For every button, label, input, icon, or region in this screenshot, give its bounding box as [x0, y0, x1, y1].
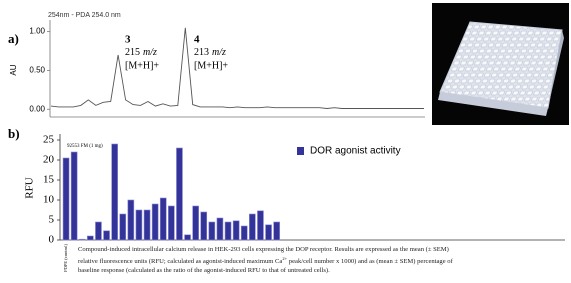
peak-ion: [M+H]+	[194, 60, 228, 71]
y-tick-label: 20	[43, 154, 55, 166]
bar	[225, 222, 231, 240]
bar	[104, 231, 110, 240]
chart-title: 254nm - PDA 254.0 nm	[48, 12, 121, 19]
caption-text: peak/cell number x 1000) and as (mean ± …	[287, 258, 453, 265]
bar	[71, 152, 77, 240]
bar	[63, 158, 69, 240]
plate-photo	[432, 3, 569, 125]
bar	[185, 235, 191, 240]
bar	[152, 204, 158, 240]
bar	[257, 211, 263, 240]
panel-label: a)	[8, 31, 19, 46]
legend-swatch	[297, 147, 304, 155]
figure: a) b) 254nm - PDA 254.0 nm AU RFU 92553 …	[0, 0, 571, 283]
bar	[112, 144, 118, 240]
y-tick-label: 10	[43, 194, 55, 206]
y-tick-label: 25	[43, 134, 55, 146]
bar	[95, 222, 101, 240]
bar	[87, 236, 93, 240]
y-tick-label: 0.00	[29, 104, 45, 113]
x-tick-label: PDPE (control)	[63, 244, 68, 272]
bar	[217, 218, 223, 240]
figure-art: a) b) 254nm - PDA 254.0 nm AU RFU 92553 …	[0, 0, 571, 283]
bar	[79, 239, 85, 240]
y-tick-label: 0	[49, 234, 55, 246]
peak-number: 3	[125, 34, 131, 46]
bar	[160, 198, 166, 240]
trace	[51, 28, 424, 109]
y-axis-label: RFU	[24, 177, 36, 198]
bar	[274, 222, 280, 240]
bar	[233, 221, 239, 240]
caption-line: relative fluorescence units (RFU; calcul…	[78, 254, 570, 266]
panel-label: b)	[8, 126, 20, 141]
bar	[168, 206, 174, 240]
bar	[201, 212, 207, 240]
y-tick-label: 5	[49, 214, 55, 226]
caption: Compound-induced intracellular calcium r…	[78, 245, 570, 275]
mass-unit: m/z	[143, 47, 157, 58]
bar	[209, 222, 215, 240]
bar	[266, 225, 272, 240]
y-tick-label: 15	[43, 174, 55, 186]
bar	[193, 206, 199, 240]
bar	[249, 214, 255, 240]
y-tick-label: 0.50	[29, 66, 45, 75]
y-axis-label: AU	[9, 64, 18, 75]
bar	[241, 226, 247, 240]
bar	[144, 210, 150, 240]
caption-text: relative fluorescence units (RFU; calcul…	[78, 258, 282, 265]
legend-label: DOR agonist activity	[310, 146, 401, 157]
bar	[120, 214, 126, 240]
mass-unit: m/z	[212, 47, 226, 58]
caption-line: Compound-induced intracellular calcium r…	[78, 245, 570, 254]
annotation: 92553 FM (1 mg)	[67, 144, 103, 149]
bar	[176, 148, 182, 240]
mass-value: 215	[125, 47, 140, 58]
peak-number: 4	[194, 34, 200, 46]
peak-ion: [M+H]+	[125, 60, 159, 71]
mass-value: 213	[194, 47, 209, 58]
y-tick-label: 1.00	[29, 27, 45, 36]
bar	[128, 200, 134, 240]
caption-line: baseline response (calculated as the rat…	[78, 266, 570, 275]
bar	[136, 210, 142, 240]
